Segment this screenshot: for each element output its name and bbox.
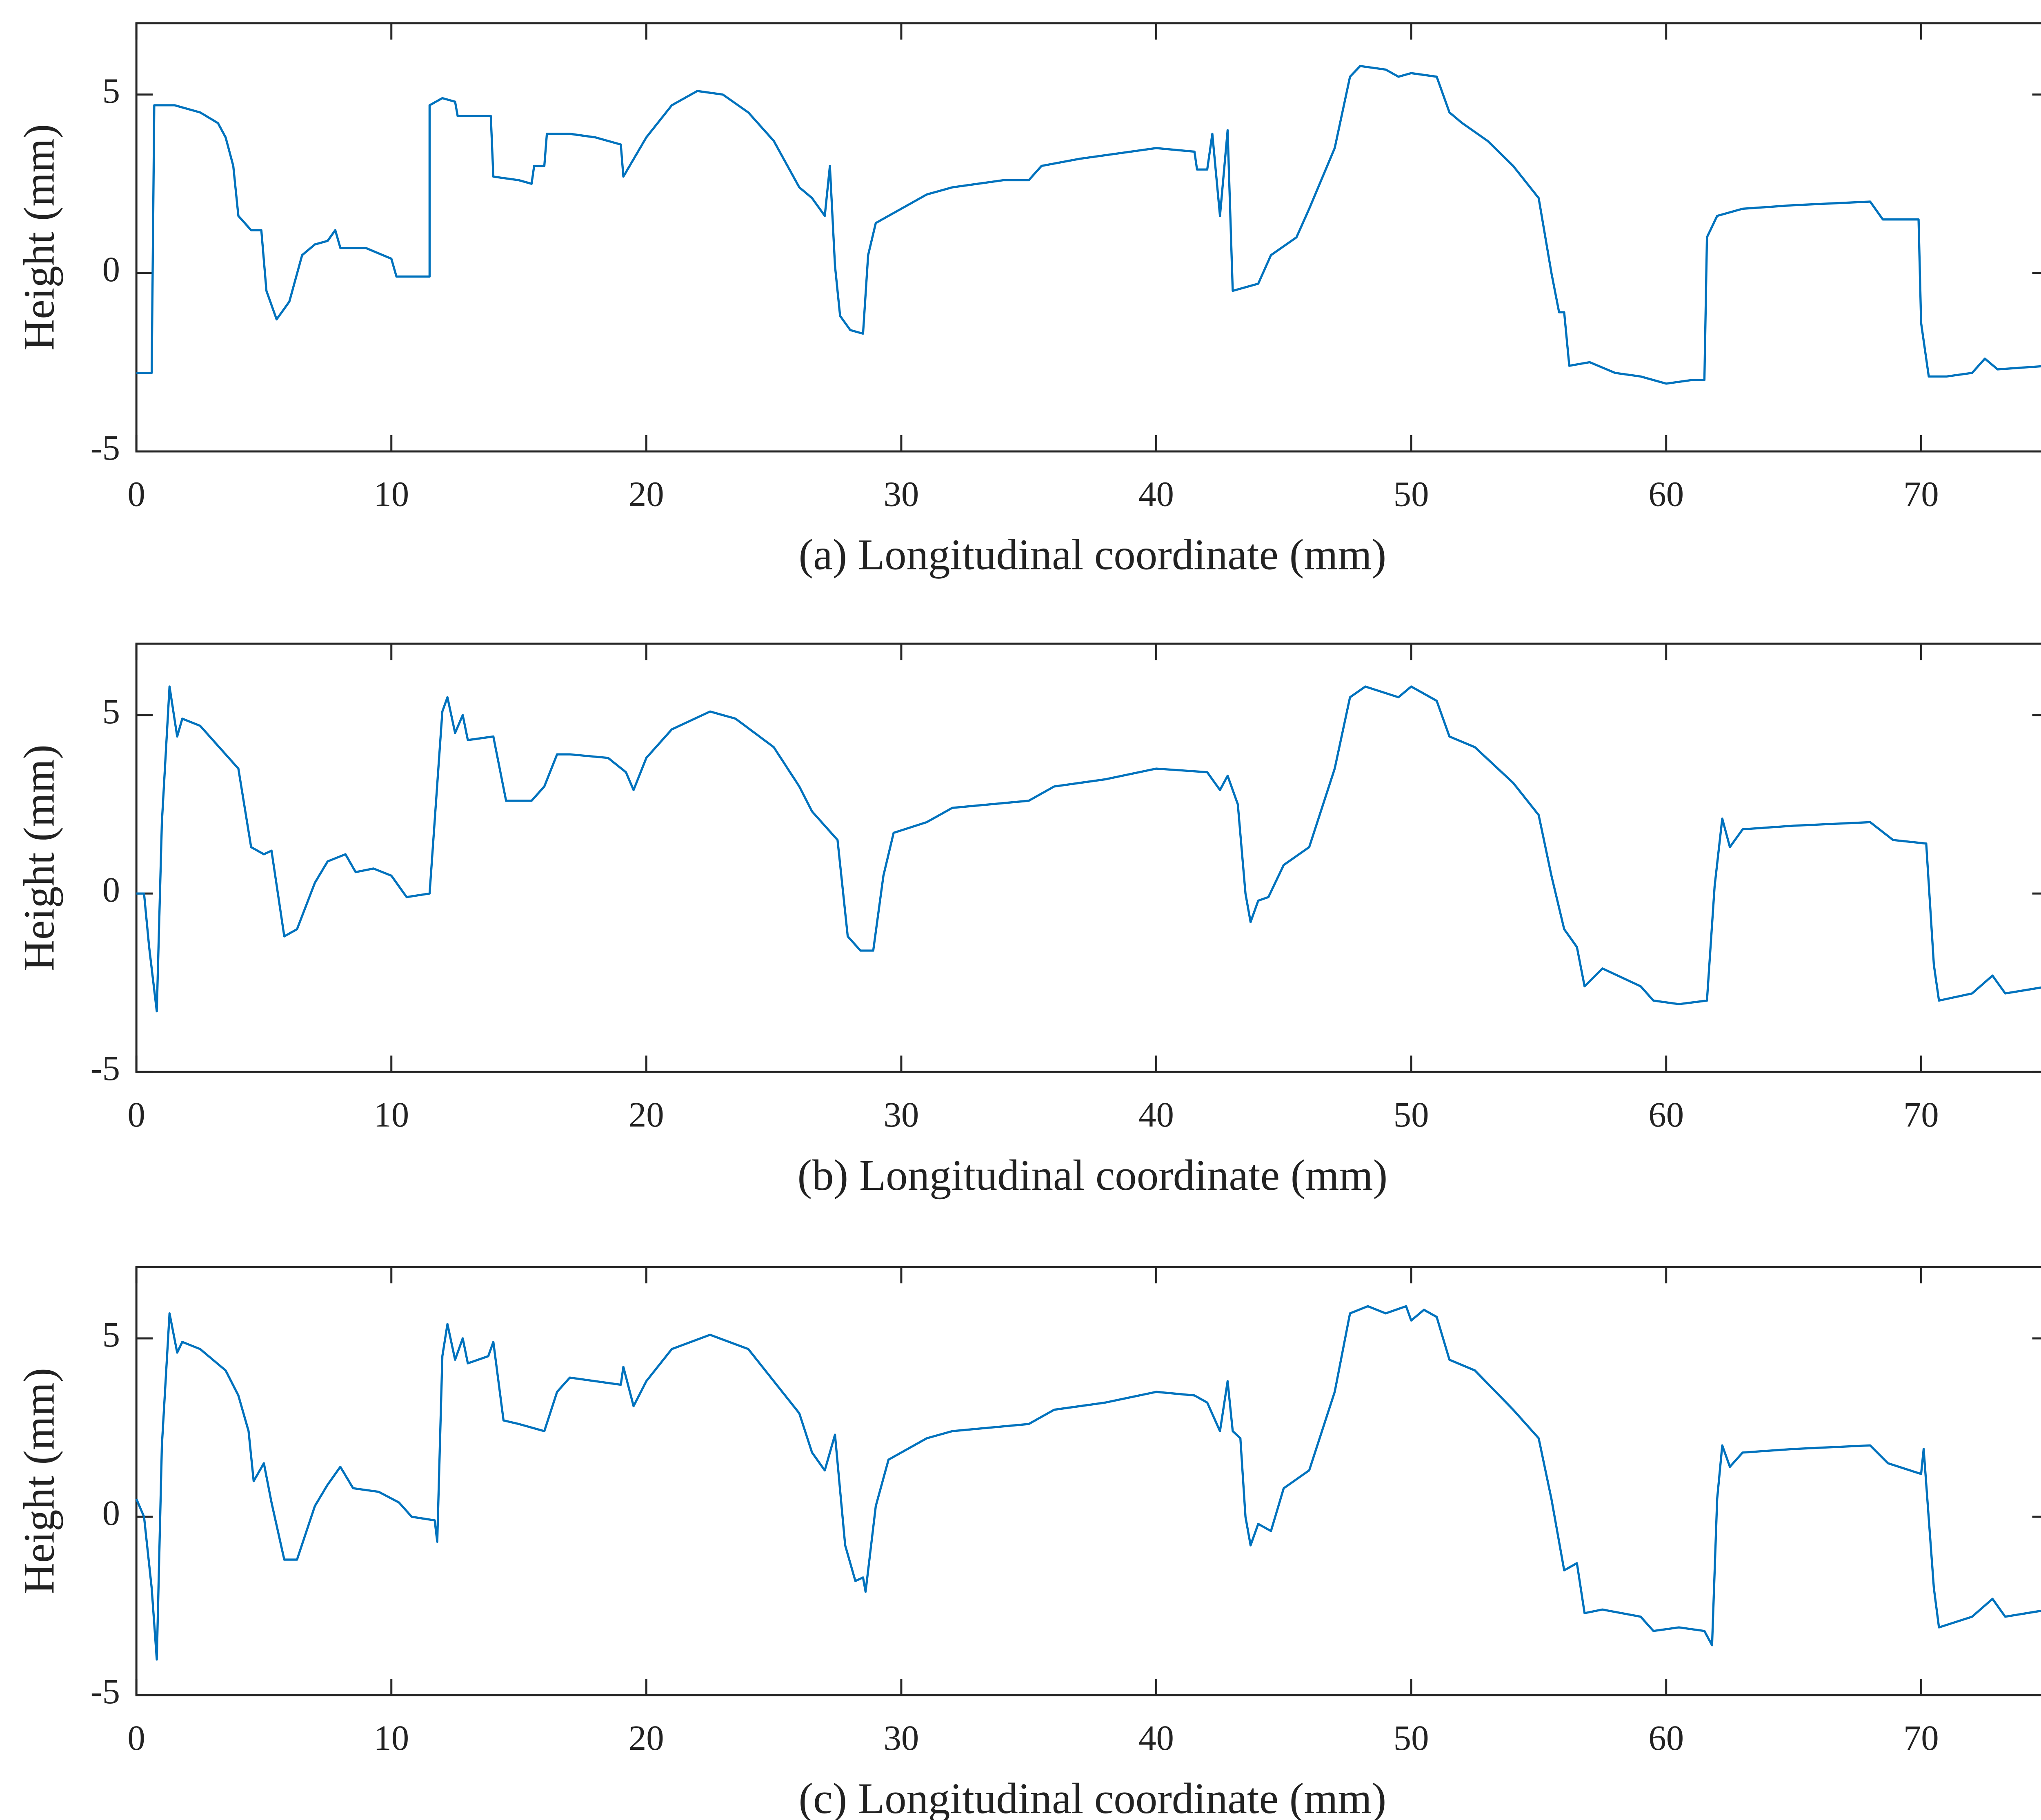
- x-tick-label: 0: [127, 1718, 145, 1758]
- x-tick-label: 10: [374, 1095, 409, 1134]
- x-tick-label: 20: [629, 1095, 664, 1134]
- y-tick-label: -5: [91, 428, 120, 467]
- plot-frame: [135, 22, 2041, 453]
- x-tick-label: 70: [1903, 1718, 1939, 1758]
- x-tick-label: 10: [374, 475, 409, 514]
- data-line: [135, 1305, 2041, 1661]
- y-axis-label: Height (mm): [15, 1368, 63, 1594]
- x-tick-label: 30: [883, 1095, 919, 1134]
- plot-frame: [135, 1266, 2041, 1696]
- y-axis-label: Height (mm): [15, 744, 63, 971]
- x-axis-label: (a) Longitudinal coordinate (mm): [798, 531, 1386, 579]
- y-tick-label: 5: [102, 71, 120, 111]
- x-tick-label: 20: [629, 1718, 664, 1758]
- y-tick-label: 0: [102, 1493, 120, 1533]
- x-tick-label: 40: [1138, 1095, 1174, 1134]
- x-tick-label: 0: [127, 1095, 145, 1134]
- x-tick-label: 50: [1394, 475, 1429, 514]
- data-line: [136, 65, 2041, 385]
- x-tick-label: 20: [629, 475, 664, 514]
- x-axis-label: (b) Longitudinal coordinate (mm): [797, 1151, 1387, 1200]
- x-tick-label: 60: [1648, 1095, 1684, 1134]
- x-tick-label: 0: [127, 475, 145, 514]
- x-tick-label: 70: [1903, 1095, 1939, 1134]
- y-axis-label: Height (mm): [15, 124, 63, 351]
- y-tick-label: -5: [91, 1672, 120, 1711]
- x-tick-label: 30: [883, 1718, 919, 1758]
- x-tick-label: 60: [1648, 475, 1684, 514]
- x-tick-label: 40: [1138, 475, 1174, 514]
- x-tick-label: 50: [1394, 1095, 1429, 1134]
- y-tick-label: 0: [102, 870, 120, 909]
- x-tick-label: 30: [883, 475, 919, 514]
- x-tick-label: 70: [1903, 475, 1939, 514]
- data-line: [136, 685, 2041, 1013]
- x-tick-label: 40: [1138, 1718, 1174, 1758]
- x-tick-label: 50: [1394, 1718, 1429, 1758]
- x-tick-label: 60: [1648, 1718, 1684, 1758]
- x-tick-label: 10: [374, 1718, 409, 1758]
- y-tick-label: 5: [102, 692, 120, 731]
- y-tick-label: 5: [102, 1315, 120, 1354]
- y-tick-label: -5: [91, 1049, 120, 1088]
- plot-frame: [135, 642, 2041, 1073]
- y-tick-label: 0: [102, 250, 120, 289]
- x-axis-label: (c) Longitudinal coordinate (mm): [798, 1775, 1386, 1820]
